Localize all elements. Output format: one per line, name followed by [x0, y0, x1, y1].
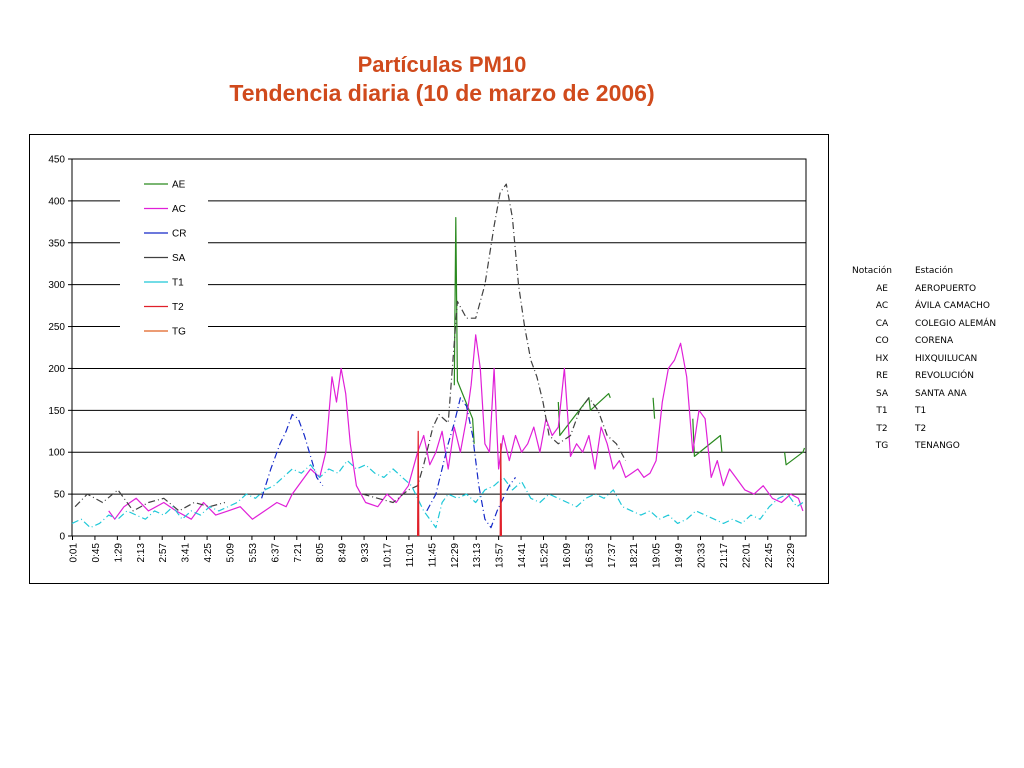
- x-tick-label: 3:41: [181, 543, 192, 563]
- x-tick-label: 6:37: [270, 543, 281, 563]
- legend-label: AE: [172, 180, 186, 191]
- y-tick-label: 100: [48, 448, 65, 459]
- x-tick-label: 22:01: [741, 543, 752, 568]
- y-tick-label: 300: [48, 280, 65, 291]
- station-code: CO: [875, 336, 889, 346]
- station-code: AE: [876, 283, 888, 294]
- series-line-ae: [557, 393, 611, 437]
- x-tick-label: 0:45: [91, 543, 102, 563]
- x-tick-label: 21:17: [719, 543, 730, 568]
- x-tick-label: 1:29: [113, 543, 124, 563]
- station-code: RE: [876, 371, 888, 381]
- y-tick-label: 250: [48, 322, 65, 333]
- y-tick-label: 400: [48, 196, 65, 207]
- y-tick-label: 450: [48, 155, 65, 166]
- x-tick-label: 17:37: [607, 543, 618, 568]
- legend-label: TG: [172, 327, 186, 338]
- header-notacion: Notación: [852, 266, 892, 276]
- x-tick-label: 16:53: [584, 543, 595, 568]
- x-tick-label: 7:21: [293, 543, 304, 563]
- station-name: HIXQUILUCAN: [915, 353, 978, 364]
- station-name: CORENA: [915, 336, 954, 346]
- x-tick-label: 0:01: [69, 543, 80, 563]
- x-tick-label: 20:33: [696, 543, 707, 568]
- legend-label: T1: [172, 278, 184, 289]
- x-tick-label: 2:13: [136, 543, 147, 563]
- x-tick-label: 13:13: [472, 543, 483, 568]
- legend-label: T2: [172, 302, 184, 313]
- chart-title-line1: Partículas PM10: [357, 52, 527, 77]
- y-tick-label: 200: [48, 364, 65, 375]
- y-tick-label: 350: [48, 238, 65, 249]
- x-tick-label: 11:45: [427, 543, 438, 568]
- station-name: REVOLUCIÓN: [915, 371, 974, 381]
- x-tick-label: 11:01: [405, 543, 416, 568]
- series-line-ae: [784, 447, 806, 466]
- station-name: AEROPUERTO: [915, 283, 977, 294]
- chart-title-line2: Tendencia diaria (10 de marzo de 2006): [229, 80, 655, 106]
- series-line-ae: [453, 217, 475, 444]
- series-line-t2: [499, 443, 502, 537]
- chart-frame: 0 50 100 150 200 250 300 350 400 450 0:01 0:45 1:29 2…: [29, 134, 829, 584]
- series-line-cr: [261, 413, 324, 499]
- station-name: SANTA ANA: [915, 388, 967, 399]
- y-tick-label: 0: [59, 532, 65, 543]
- station-code: T2: [876, 423, 888, 434]
- x-tick-label: 23:29: [786, 543, 797, 568]
- series-line-cr: [426, 397, 516, 529]
- x-tick-label: 12:29: [450, 543, 461, 568]
- station-code: TG: [875, 441, 889, 451]
- x-tick-label: 16:09: [562, 543, 573, 568]
- x-tick-label: 9:33: [360, 543, 371, 563]
- legend-label: CR: [172, 229, 186, 240]
- station-name: T2: [915, 423, 927, 434]
- station-name: TENANGO: [915, 441, 960, 451]
- x-tick-label: 8:05: [315, 543, 326, 563]
- legend-label: AC: [172, 204, 186, 215]
- x-tick-label: 5:09: [226, 543, 237, 563]
- series-line-sa: [74, 489, 226, 512]
- x-tick-label: 4:25: [203, 543, 214, 563]
- x-tick-label: 5:53: [248, 543, 259, 563]
- series-line-ac: [108, 334, 804, 520]
- station-code: AC: [875, 301, 889, 311]
- y-tick-label: 150: [48, 406, 65, 417]
- x-tick-label: 15:25: [539, 543, 550, 568]
- station-name: ÁVILA CAMACHO: [915, 301, 990, 311]
- station-code: CA: [875, 318, 889, 329]
- x-tick-label: 8:49: [338, 543, 349, 563]
- series-line-sa: [362, 183, 627, 504]
- x-tick-label: 22:45: [764, 543, 775, 568]
- x-tick-label: 19:05: [652, 543, 663, 568]
- x-tick-label: 13:57: [495, 543, 506, 568]
- station-code: SA: [875, 388, 889, 399]
- x-tick-label: 18:21: [629, 543, 640, 568]
- x-tick-label: 2:57: [158, 543, 169, 563]
- y-tick-label: 50: [54, 490, 66, 501]
- station-code: T1: [876, 406, 888, 416]
- x-tick-label: 19:49: [674, 543, 685, 568]
- x-tick-label: 14:41: [517, 543, 528, 568]
- series-line-t2: [417, 430, 420, 537]
- series-line-ae: [652, 397, 656, 419]
- series-line-t1: [71, 460, 804, 529]
- header-estacion: Estación: [915, 266, 954, 276]
- legend-label: SA: [172, 253, 186, 264]
- station-name: T1: [915, 406, 927, 416]
- chart-svg: 0 50 100 150 200 250 300 350 400 450 0:01 0:45 1:29 2…: [48, 155, 807, 568]
- x-tick-label: 10:17: [382, 543, 393, 568]
- station-name: COLEGIO ALEMÁN: [915, 318, 997, 329]
- station-code: HX: [875, 353, 889, 364]
